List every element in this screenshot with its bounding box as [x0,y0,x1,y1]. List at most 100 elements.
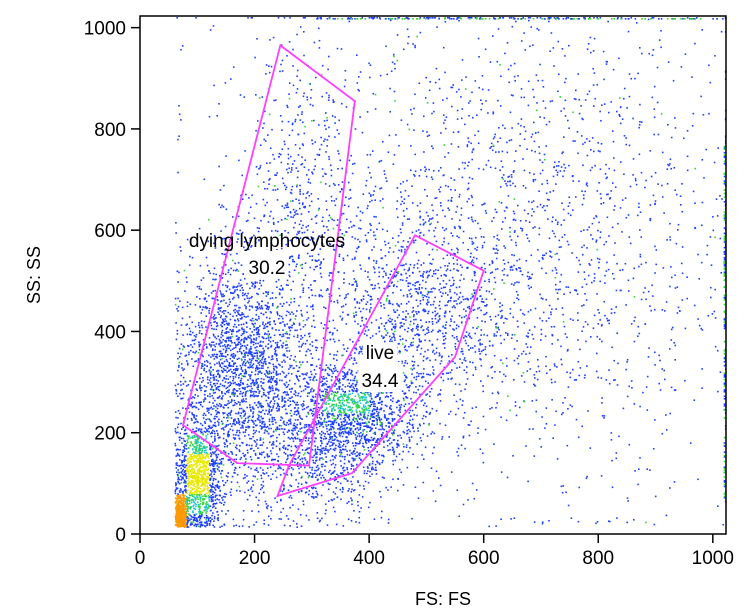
data-point [208,379,211,382]
data-point [183,471,186,473]
data-point [409,320,412,323]
data-point [220,420,223,423]
data-point [290,474,293,477]
data-point [311,139,313,142]
data-point [280,498,282,501]
data-point [242,452,244,455]
data-point [417,281,420,283]
data-point [661,368,663,370]
data-point [560,345,562,348]
data-point [577,271,580,273]
data-point [224,443,226,446]
data-point [371,401,374,404]
data-point [197,395,199,397]
data-point [332,443,334,446]
data-point [366,326,368,328]
data-point [229,328,231,331]
data-point [497,28,500,30]
data-point [253,334,255,336]
data-point [254,420,257,422]
data-point [596,335,599,338]
data-point [280,315,283,318]
data-point [628,385,630,388]
data-point [481,75,484,77]
data-point [637,72,639,75]
data-point [348,433,350,436]
data-point [720,272,722,274]
data-point [348,460,350,462]
data-point [405,444,408,446]
data-point [410,329,413,331]
data-point [336,301,339,304]
data-point [352,363,355,365]
data-point [196,461,198,463]
data-point [211,432,214,434]
data-point [674,127,677,129]
data-point [681,183,683,185]
data-point [272,304,274,307]
data-point [537,131,540,134]
data-point [396,200,399,202]
data-point [645,261,647,264]
data-point [433,17,436,19]
data-point [233,309,235,312]
data-point [378,327,380,329]
data-point [199,488,202,490]
data-point [429,374,431,376]
data-point [545,252,547,255]
data-point [412,310,415,312]
data-point [301,156,303,158]
data-point [407,241,409,243]
data-point [268,333,271,335]
data-point [522,17,524,19]
data-point [262,480,265,483]
data-point [439,330,442,332]
data-point [447,294,449,296]
data-point [209,322,212,324]
data-point [342,397,345,400]
data-point [575,256,578,259]
data-point [349,421,352,424]
data-point [240,194,242,197]
data-point [540,328,543,331]
data-point [197,496,199,499]
data-point [422,404,425,407]
data-point [336,417,339,420]
data-point [555,308,557,310]
data-point [346,432,349,435]
data-point [241,375,243,377]
data-point [213,473,215,475]
data-point [180,384,182,386]
data-point [233,404,236,406]
data-point [189,255,191,258]
data-point [320,444,322,447]
data-point [333,470,336,472]
data-point [314,395,317,398]
data-point [375,439,378,442]
data-point [438,393,441,395]
data-point [270,376,273,378]
data-point [586,182,588,184]
data-point [200,312,202,314]
data-point [427,290,429,293]
data-point [287,372,290,375]
data-point [227,269,230,271]
data-point [272,36,275,39]
data-point [240,456,243,459]
data-point [316,422,318,425]
data-point [430,467,433,469]
data-point [423,222,425,225]
data-point [658,354,660,357]
data-point [260,305,263,307]
data-point [289,412,291,415]
data-point [273,334,276,337]
data-point [293,413,296,415]
data-point [311,469,313,471]
data-point [213,382,216,385]
data-point [716,215,719,217]
data-point [592,67,594,70]
data-point [355,250,357,253]
data-point [342,212,345,215]
data-point [351,414,354,416]
